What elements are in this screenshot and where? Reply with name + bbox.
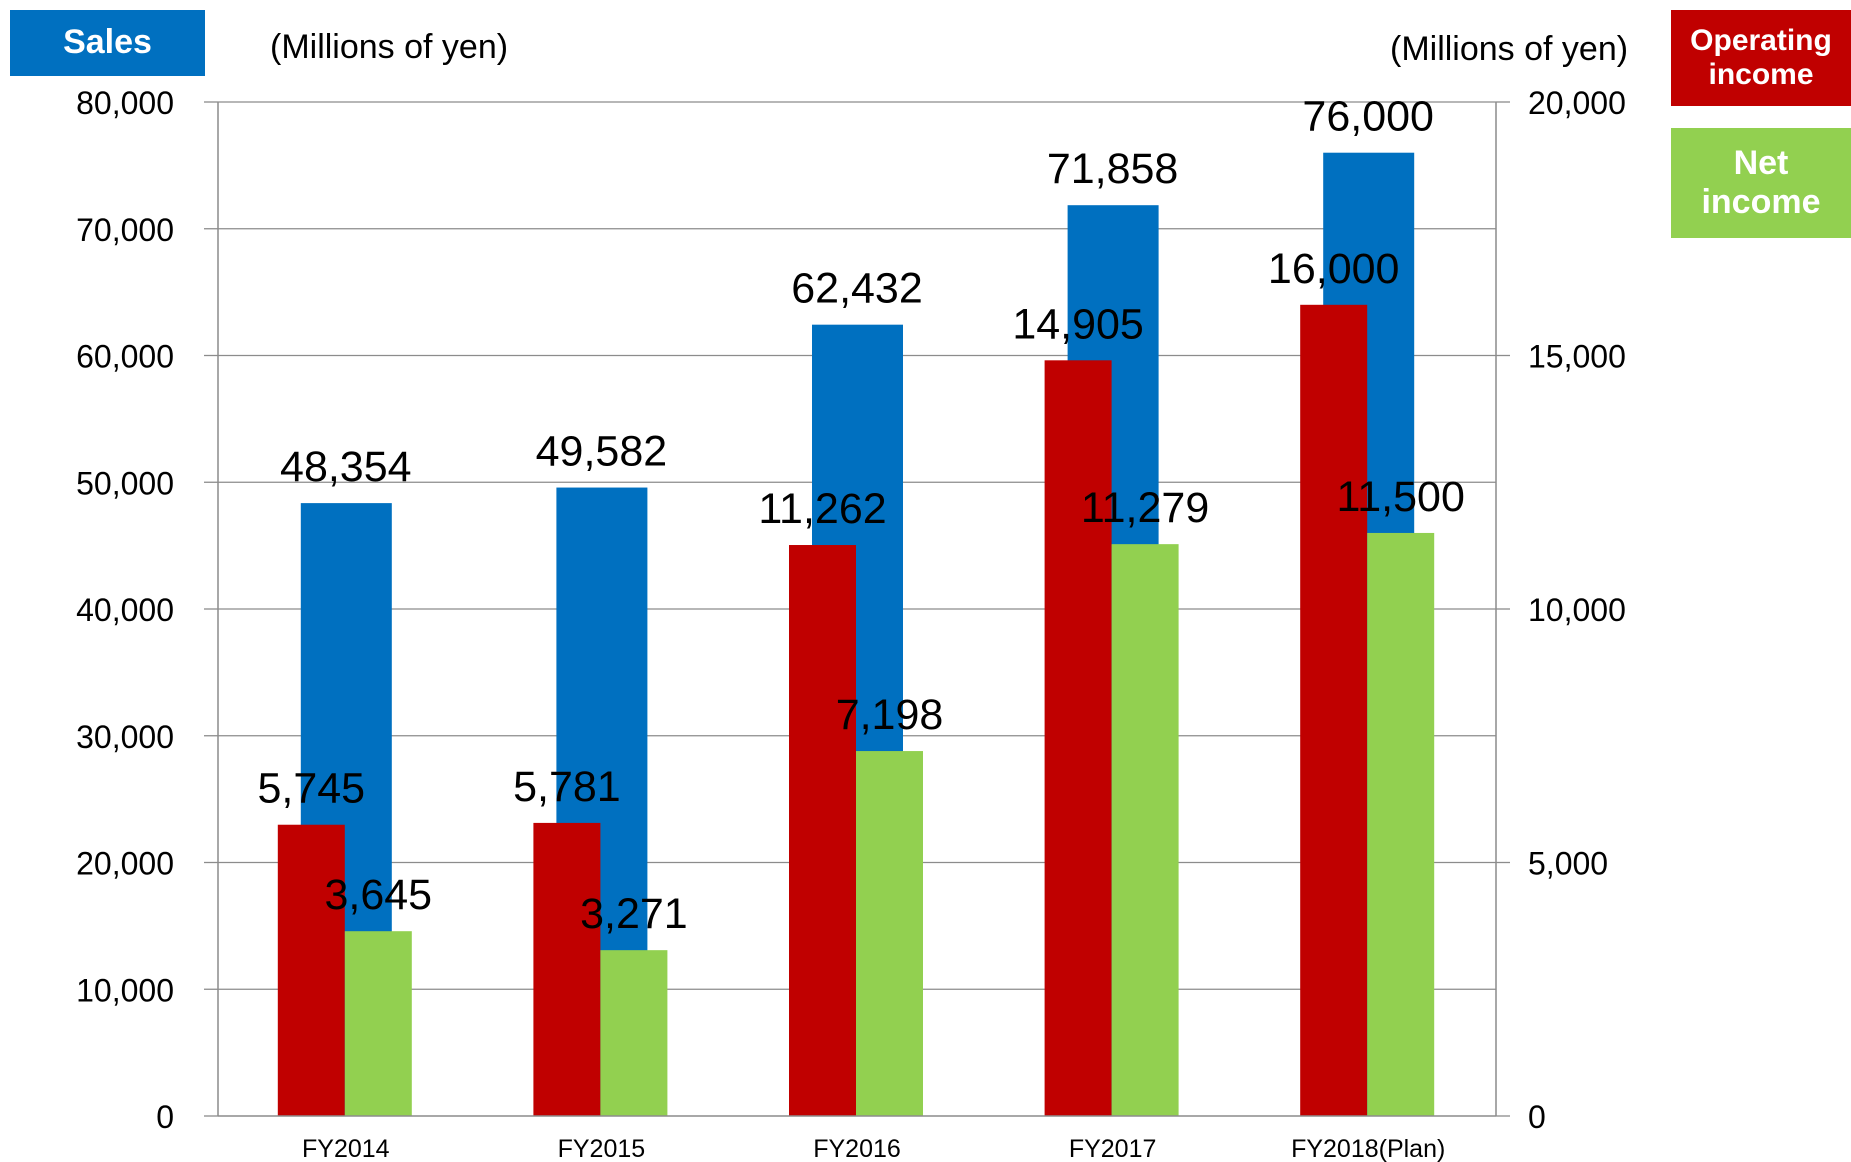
legend-net-income-line2: income bbox=[1701, 183, 1821, 221]
left-tick-label: 10,000 bbox=[76, 972, 174, 1008]
data-label-net-income: 3,271 bbox=[580, 890, 688, 938]
bar-net-income bbox=[600, 950, 668, 1116]
right-tick-label: 10,000 bbox=[1528, 592, 1626, 628]
right-tick-label: 20,000 bbox=[1528, 85, 1626, 121]
category-label: FY2015 bbox=[558, 1135, 646, 1162]
data-label-net-income: 11,500 bbox=[1337, 473, 1465, 521]
legend-operating-income: Operating income bbox=[1671, 10, 1851, 106]
data-label-net-income: 3,645 bbox=[324, 871, 432, 919]
data-label-sales: 76,000 bbox=[1302, 93, 1434, 141]
data-label-sales: 62,432 bbox=[791, 265, 923, 313]
left-axis-unit: (Millions of yen) bbox=[270, 28, 509, 66]
bar-operating-income bbox=[789, 545, 856, 1116]
bar-net-income bbox=[1367, 532, 1435, 1116]
left-tick-label: 0 bbox=[156, 1099, 174, 1135]
bar-operating-income bbox=[277, 824, 345, 1116]
legend-net-income-line1: Net bbox=[1733, 143, 1789, 182]
data-label-operating-income: 14,905 bbox=[1012, 300, 1144, 348]
left-tick-label: 50,000 bbox=[76, 465, 174, 501]
legend-operating-income-line1: Operating bbox=[1690, 23, 1832, 57]
bar-net-income bbox=[344, 931, 412, 1116]
left-tick-label: 80,000 bbox=[76, 85, 174, 121]
bar-operating-income bbox=[533, 822, 601, 1116]
data-label-operating-income: 5,745 bbox=[257, 765, 365, 813]
right-axis-unit: (Millions of yen) bbox=[1390, 30, 1629, 68]
right-tick-label: 5,000 bbox=[1528, 846, 1608, 882]
category-label: FY2016 bbox=[813, 1135, 901, 1162]
bar-operating-income bbox=[1300, 304, 1368, 1116]
data-label-operating-income: 16,000 bbox=[1268, 245, 1400, 293]
left-tick-label: 40,000 bbox=[76, 592, 174, 628]
legend-net-income: Net income bbox=[1671, 128, 1851, 238]
axes bbox=[204, 101, 1510, 1117]
left-tick-label: 60,000 bbox=[76, 339, 174, 375]
legend-operating-income-line2: income bbox=[1708, 58, 1814, 91]
category-label: FY2014 bbox=[302, 1135, 390, 1162]
data-label-operating-income: 5,781 bbox=[513, 763, 621, 811]
data-label-sales: 48,354 bbox=[280, 443, 412, 491]
legend-sales-label: Sales bbox=[63, 23, 152, 62]
right-tick-label: 0 bbox=[1528, 1099, 1546, 1135]
tick-labels: 0 10,000 20,000 30,000 40,000 50,000 60,000 70,… bbox=[76, 85, 1626, 1135]
category-label: FY2017 bbox=[1069, 1135, 1157, 1162]
data-label-sales: 49,582 bbox=[536, 428, 668, 476]
data-label-net-income: 11,279 bbox=[1081, 484, 1209, 532]
data-label-sales: 71,858 bbox=[1047, 145, 1179, 193]
data-labels: 48,354 5,745 3,645 49,582 5,781 3,271 62,432 11… bbox=[257, 93, 1464, 938]
right-tick-label: 15,000 bbox=[1528, 339, 1626, 375]
left-tick-label: 20,000 bbox=[76, 846, 174, 882]
category-labels: FY2014 FY2015 FY2016 FY2017 FY2018(Plan) bbox=[302, 1135, 1445, 1162]
bar-net-income bbox=[1111, 544, 1179, 1116]
bar-operating-income bbox=[1044, 360, 1112, 1116]
bars bbox=[277, 152, 1435, 1117]
bar-net-income bbox=[856, 751, 923, 1116]
legend-sales: Sales bbox=[10, 10, 205, 76]
left-tick-label: 70,000 bbox=[76, 212, 174, 248]
data-label-net-income: 7,198 bbox=[836, 691, 944, 739]
left-tick-label: 30,000 bbox=[76, 719, 174, 755]
category-label: FY2018(Plan) bbox=[1291, 1135, 1445, 1162]
data-label-operating-income: 11,262 bbox=[758, 485, 886, 533]
